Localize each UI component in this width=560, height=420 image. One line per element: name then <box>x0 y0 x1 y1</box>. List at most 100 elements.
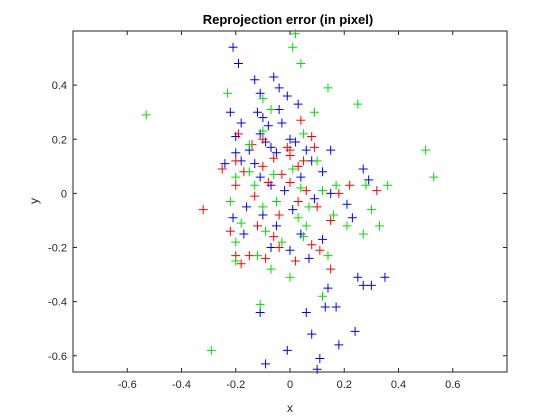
x-tick-label: 0.4 <box>391 379 406 391</box>
data-point-series-1 <box>255 172 265 182</box>
data-point-series-1 <box>293 99 303 109</box>
data-point-series-3 <box>266 104 276 114</box>
x-tick-label: 0 <box>287 379 293 391</box>
data-point-series-2 <box>334 188 344 198</box>
data-point-series-2 <box>250 191 260 201</box>
y-tick-label: 0 <box>61 188 67 200</box>
data-point-series-3 <box>361 180 371 190</box>
data-point-series-1 <box>307 329 317 339</box>
data-point-series-3 <box>366 205 376 215</box>
data-point-series-1 <box>250 75 260 85</box>
data-point-series-3 <box>277 237 287 247</box>
data-point-series-2 <box>274 210 284 220</box>
data-point-series-2 <box>296 115 306 125</box>
data-point-series-2 <box>293 161 303 171</box>
data-point-series-1 <box>315 353 325 363</box>
data-point-series-1 <box>331 302 341 312</box>
x-axis-ticks: -0.6 -0.4 -0.2 0 0.2 0.4 0.6 <box>118 31 460 391</box>
data-point-series-1 <box>285 245 295 255</box>
data-point-series-3 <box>141 110 151 120</box>
data-point-series-1 <box>277 118 287 128</box>
data-point-series-2 <box>217 164 227 174</box>
data-point-series-2 <box>244 251 254 261</box>
data-point-series-3 <box>383 180 393 190</box>
data-point-series-1 <box>236 118 246 128</box>
data-point-series-1 <box>239 229 249 239</box>
data-point-series-3 <box>342 221 352 231</box>
data-point-series-2 <box>307 240 317 250</box>
data-point-series-1 <box>288 205 298 215</box>
data-point-series-1 <box>309 194 319 204</box>
x-tick-label: 0.2 <box>337 379 352 391</box>
data-point-series-3 <box>421 145 431 155</box>
data-point-series-3 <box>331 180 341 190</box>
data-point-series-3 <box>258 202 268 212</box>
data-point-series-1 <box>242 202 252 212</box>
data-point-series-3 <box>261 226 271 236</box>
data-point-series-1 <box>326 188 336 198</box>
data-point-series-3 <box>299 129 309 139</box>
data-point-series-3 <box>296 183 306 193</box>
data-point-series-3 <box>285 272 295 282</box>
data-point-series-1 <box>231 148 241 158</box>
data-point-series-1 <box>312 364 322 374</box>
data-point-series-3 <box>328 210 338 220</box>
data-point-series-2 <box>307 132 317 142</box>
y-tick-label: -0.6 <box>48 351 67 363</box>
data-point-series-1 <box>266 243 276 253</box>
data-point-series-3 <box>250 180 260 190</box>
data-point-series-2 <box>277 169 287 179</box>
data-point-series-3 <box>223 88 233 98</box>
data-point-series-2 <box>301 186 311 196</box>
x-axis-label: x <box>287 401 293 415</box>
data-point-series-1 <box>255 307 265 317</box>
data-point-series-1 <box>280 186 290 196</box>
data-point-series-3 <box>318 186 328 196</box>
data-point-series-3 <box>266 264 276 274</box>
data-point-series-1 <box>342 199 352 209</box>
data-point-series-1 <box>252 107 262 117</box>
data-point-series-1 <box>301 145 311 155</box>
data-point-series-2 <box>261 253 271 263</box>
data-markers <box>141 29 439 374</box>
y-tick-label: 0.4 <box>52 80 67 92</box>
data-point-series-1 <box>255 88 265 98</box>
data-point-series-1 <box>334 340 344 350</box>
data-point-series-3 <box>288 164 298 174</box>
data-point-series-3 <box>301 221 311 231</box>
data-point-series-3 <box>296 58 306 68</box>
data-point-series-3 <box>323 251 333 261</box>
data-point-series-2 <box>315 245 325 255</box>
data-point-series-3 <box>323 83 333 93</box>
data-point-series-1 <box>271 148 281 158</box>
data-point-series-3 <box>255 299 265 309</box>
data-point-series-2 <box>269 232 279 242</box>
data-point-series-3 <box>429 172 439 182</box>
data-point-series-3 <box>318 291 328 301</box>
data-point-series-1 <box>326 145 336 155</box>
data-point-series-3 <box>206 345 216 355</box>
data-point-series-1 <box>263 121 273 131</box>
data-point-series-1 <box>285 134 295 144</box>
data-point-series-3 <box>225 197 235 206</box>
data-point-series-1 <box>258 113 268 123</box>
data-point-series-1 <box>233 58 243 68</box>
data-point-series-3 <box>252 251 262 261</box>
y-tick-label: -0.2 <box>48 243 67 255</box>
data-point-series-1 <box>282 91 292 101</box>
y-axis-ticks: 0.4 0.2 0 -0.2 -0.4 -0.6 <box>48 80 507 363</box>
data-point-series-2 <box>258 161 268 171</box>
data-point-series-1 <box>350 326 360 336</box>
chart-title: Reprojection error (in pixel) <box>203 12 373 27</box>
data-point-series-2 <box>231 180 241 190</box>
data-point-series-1 <box>304 253 314 263</box>
data-point-series-3 <box>304 202 314 212</box>
y-tick-label: -0.4 <box>48 297 67 309</box>
data-point-series-1 <box>320 302 330 312</box>
data-point-series-2 <box>290 256 300 266</box>
data-point-series-1 <box>318 167 328 177</box>
data-point-series-1 <box>250 159 260 169</box>
data-point-series-2 <box>326 215 336 225</box>
data-point-series-1 <box>225 107 235 117</box>
